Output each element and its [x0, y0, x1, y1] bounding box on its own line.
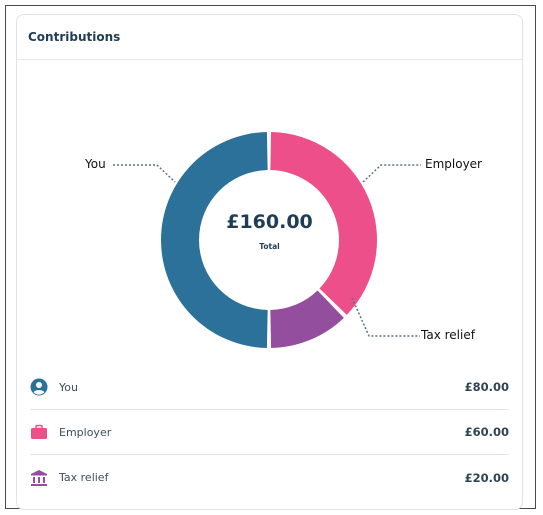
legend-row-tax-relief: Tax relief £20.00 [30, 455, 509, 500]
legend-value: £80.00 [464, 380, 509, 394]
contributions-donut-chart: £160.00 Total You Employer Tax relief [17, 60, 522, 370]
legend-label: You [59, 380, 78, 394]
leader-line-employer [362, 164, 421, 183]
card-title: Contributions [28, 30, 121, 44]
legend-label: Tax relief [59, 471, 109, 484]
slice-tax-relief [270, 290, 344, 348]
total-amount: £160.00 [226, 211, 313, 233]
legend-label: Employer [59, 425, 112, 439]
slice-you [161, 132, 268, 348]
leader-line-tax-relief [351, 297, 420, 337]
slice-employer [270, 132, 377, 315]
total-label: Total [259, 242, 280, 251]
legend-row-you: You £80.00 [30, 365, 509, 410]
donut-svg [113, 132, 421, 348]
callout-label-tax-relief: Tax relief [421, 328, 475, 342]
contributions-legend: You £80.00 Employer £60.00 [30, 365, 509, 500]
legend-value: £60.00 [464, 425, 509, 439]
callout-label-employer: Employer [425, 157, 482, 171]
contributions-card: Contributions £160.00 Total You Employer… [16, 14, 523, 510]
bank-icon [30, 469, 48, 487]
card-header: Contributions [17, 15, 522, 60]
legend-value: £20.00 [464, 470, 509, 485]
briefcase-icon [30, 423, 48, 441]
leader-line-you [113, 164, 176, 183]
user-icon [30, 378, 48, 396]
legend-row-employer: Employer £60.00 [30, 410, 509, 455]
callout-label-you: You [85, 157, 106, 171]
